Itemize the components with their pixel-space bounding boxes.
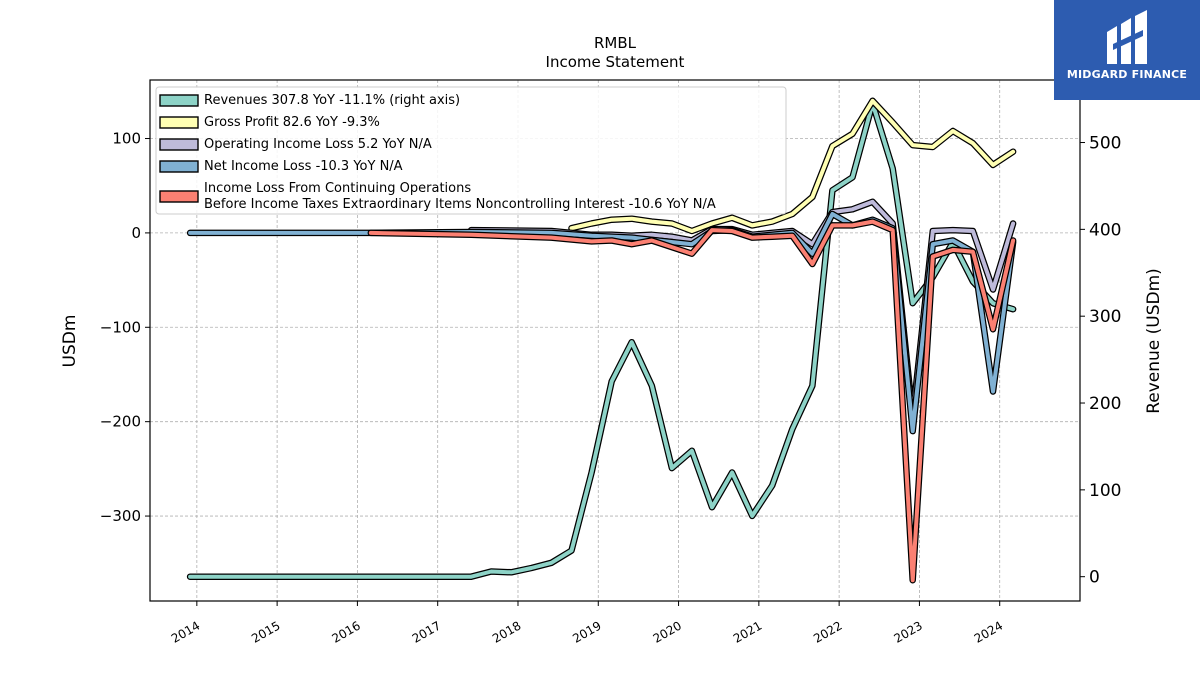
series-line: [367, 218, 1017, 584]
x-tick-label: 2022: [811, 618, 844, 645]
series-line-core: [188, 212, 1016, 434]
y2-axis-label: Revenue (USDm): [1144, 268, 1164, 414]
chart-title: RMBL: [594, 34, 637, 52]
y-tick-label: 100: [112, 130, 141, 148]
y-tick-label: 0: [131, 224, 141, 242]
x-tick-label: 2017: [410, 618, 443, 645]
series-line-outline: [186, 210, 1017, 435]
series-lines: [186, 97, 1017, 584]
legend-entry: Before Income Taxes Extraordinary Items …: [204, 197, 716, 212]
y2-tick-label: 400: [1089, 220, 1121, 240]
x-tick-label: 2020: [651, 618, 684, 645]
x-tick-label: 2024: [972, 618, 1005, 645]
series-line-core: [569, 98, 1016, 233]
x-tick-label: 2019: [570, 618, 603, 645]
legend-swatch: [159, 190, 199, 203]
series-line-core: [188, 101, 1016, 579]
legend-box: [155, 86, 787, 215]
series-line: [568, 97, 1017, 235]
x-tick-label: 2016: [329, 618, 362, 645]
legend-swatch: [159, 116, 199, 129]
x-tick-label: 2018: [490, 618, 523, 645]
y2-tick-label: 100: [1089, 481, 1121, 501]
y-tick-label: −100: [100, 318, 141, 336]
legend: Revenues 307.8 YoY -11.1% (right axis) Gr…: [155, 86, 787, 215]
legend-entry: Income Loss From Continuing Operations: [204, 181, 471, 196]
midgard-logo-icon: [1107, 10, 1147, 64]
y-tick-label: −300: [100, 507, 141, 525]
y2-tick-label: 200: [1089, 394, 1121, 414]
x-tick-label: 2014: [169, 618, 202, 645]
legend-entry: Revenues 307.8 YoY -11.1% (right axis): [204, 93, 460, 108]
x-tick-label: 2015: [249, 618, 282, 645]
y2-tick-label: 300: [1089, 307, 1121, 327]
x-tick-label: 2021: [731, 618, 764, 645]
y-axis-label: USDm: [60, 315, 80, 368]
legend-swatch: [159, 138, 199, 151]
brand-logo: MIDGARD FINANCE: [1054, 0, 1200, 100]
legend-entry: Operating Income Loss 5.2 YoY N/A: [204, 137, 432, 152]
series-line-core: [368, 219, 1016, 583]
legend-entry: Gross Profit 82.6 YoY -9.3%: [204, 115, 380, 130]
chart-subtitle: Income Statement: [546, 53, 685, 71]
series-line: [186, 100, 1017, 580]
brand-name: MIDGARD FINANCE: [1066, 68, 1188, 81]
y2-tick-label: 0: [1089, 568, 1100, 588]
legend-swatch: [159, 160, 199, 173]
x-tick-label: 2023: [891, 618, 924, 645]
legend-entry: Net Income Loss -10.3 YoY N/A: [204, 159, 403, 174]
legend-swatch: [159, 94, 199, 107]
plot-frame: [149, 79, 1081, 602]
series-line: [186, 210, 1017, 435]
y-tick-label: −200: [100, 413, 141, 431]
y2-tick-label: 500: [1089, 134, 1121, 154]
